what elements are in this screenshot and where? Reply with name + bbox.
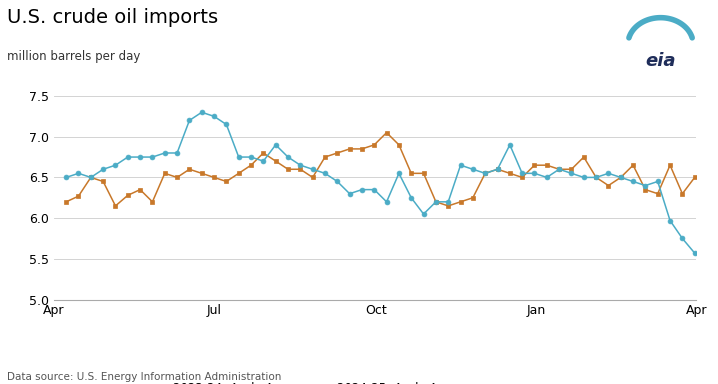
Legend: 2023-24  4-wk. Avg., 2024-25  4-wk. Avg.: 2023-24 4-wk. Avg., 2024-25 4-wk. Avg. (136, 377, 460, 384)
2023-24  4-wk. Avg. (382, 130, 391, 135)
2024-25  4-wk. Avg. (296, 163, 304, 167)
2024-25  4-wk. Avg. (456, 163, 465, 167)
Text: Data source: U.S. Energy Information Administration: Data source: U.S. Energy Information Adm… (7, 372, 281, 382)
2023-24  4-wk. Avg. (419, 171, 428, 175)
2023-24  4-wk. Avg. (111, 204, 120, 208)
2024-25  4-wk. Avg. (370, 187, 378, 192)
2024-25  4-wk. Avg. (653, 179, 662, 184)
2024-25  4-wk. Avg. (62, 175, 70, 180)
Text: U.S. crude oil imports: U.S. crude oil imports (7, 8, 218, 26)
2023-24  4-wk. Avg. (469, 195, 477, 200)
Line: 2023-24  4-wk. Avg.: 2023-24 4-wk. Avg. (64, 130, 697, 209)
2024-25  4-wk. Avg. (481, 171, 490, 175)
2023-24  4-wk. Avg. (370, 142, 378, 147)
2023-24  4-wk. Avg. (62, 200, 70, 204)
2023-24  4-wk. Avg. (123, 193, 132, 198)
2023-24  4-wk. Avg. (296, 167, 304, 172)
Text: million barrels per day: million barrels per day (7, 50, 141, 63)
2024-25  4-wk. Avg. (111, 163, 120, 167)
2023-24  4-wk. Avg. (691, 175, 699, 180)
Text: eia: eia (645, 53, 676, 70)
2024-25  4-wk. Avg. (197, 110, 206, 114)
2024-25  4-wk. Avg. (691, 251, 699, 255)
2023-24  4-wk. Avg. (493, 167, 502, 172)
Line: 2024-25  4-wk. Avg.: 2024-25 4-wk. Avg. (64, 110, 697, 255)
